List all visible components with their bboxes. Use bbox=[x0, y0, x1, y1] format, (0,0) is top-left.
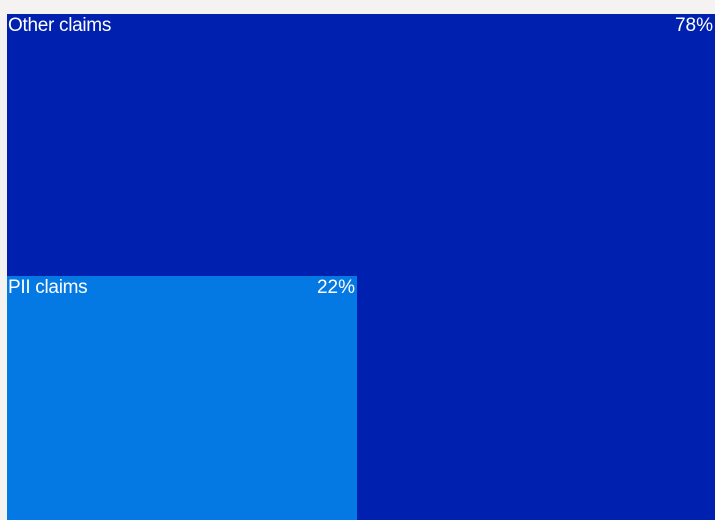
treemap-block-pii-claims: PII claims 22% bbox=[7, 276, 357, 520]
block-label-pii-claims: PII claims bbox=[8, 277, 88, 298]
block-value-pii-claims: 22% bbox=[316, 277, 355, 298]
block-value-other-claims: 78% bbox=[674, 15, 713, 36]
treemap-chart: Other claims 78% PII claims 22% bbox=[7, 14, 715, 520]
block-label-other-claims: Other claims bbox=[8, 15, 112, 36]
